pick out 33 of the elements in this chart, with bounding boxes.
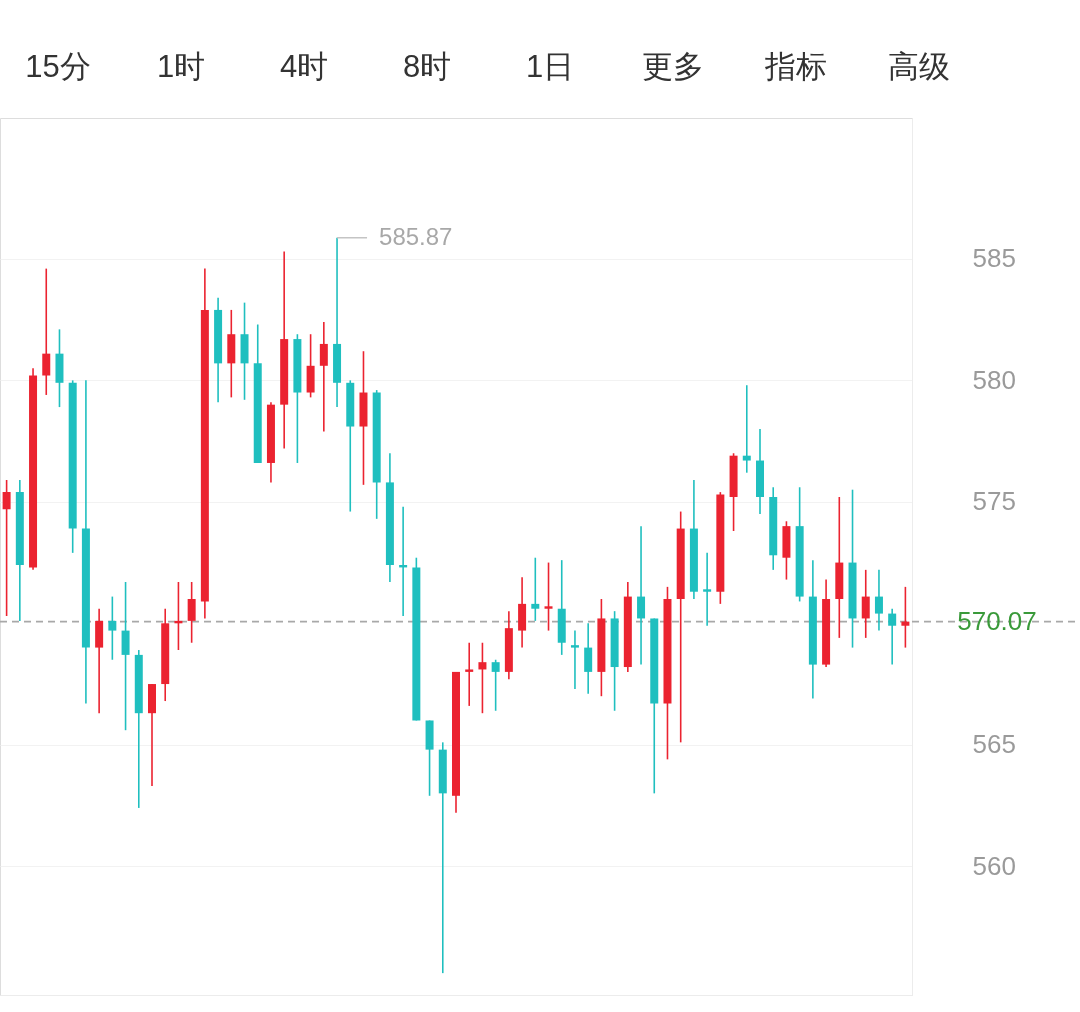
candlestick (861, 569, 870, 639)
y-tick-label: 575 (972, 486, 1016, 517)
text: 1日 (525, 49, 575, 84)
candlestick (478, 641, 487, 714)
text: 指标 (764, 49, 827, 84)
text: 15分 (25, 49, 91, 84)
text: 1时 (156, 49, 206, 84)
y-tick-label: 580 (972, 364, 1016, 395)
candlestick (544, 561, 553, 632)
text: 高级 (888, 49, 950, 84)
candlestick (2, 479, 11, 617)
candlestick (637, 525, 646, 666)
candlestick (465, 641, 474, 707)
candlestick (42, 267, 51, 396)
y-tick-label: 560 (972, 850, 1016, 881)
candlestick (187, 581, 196, 644)
candlestick (319, 321, 328, 433)
annotation: 585.87 (379, 222, 453, 250)
text: 8时 (402, 49, 452, 84)
candlestick (888, 607, 897, 666)
candlestick (108, 595, 117, 661)
candlestick (491, 658, 500, 712)
y-tick-label: 565 (972, 729, 1016, 760)
candlestick (531, 556, 540, 622)
candlestick (901, 586, 910, 649)
y-tick-label: 585 (972, 243, 1016, 274)
candlestick (874, 569, 883, 632)
ref-line-label: 570.07 (957, 605, 1037, 636)
text: 4时 (279, 49, 329, 84)
candlestick (742, 384, 751, 474)
candlestick (703, 552, 712, 627)
candlestick (570, 629, 579, 690)
text: 更多 (642, 49, 704, 84)
